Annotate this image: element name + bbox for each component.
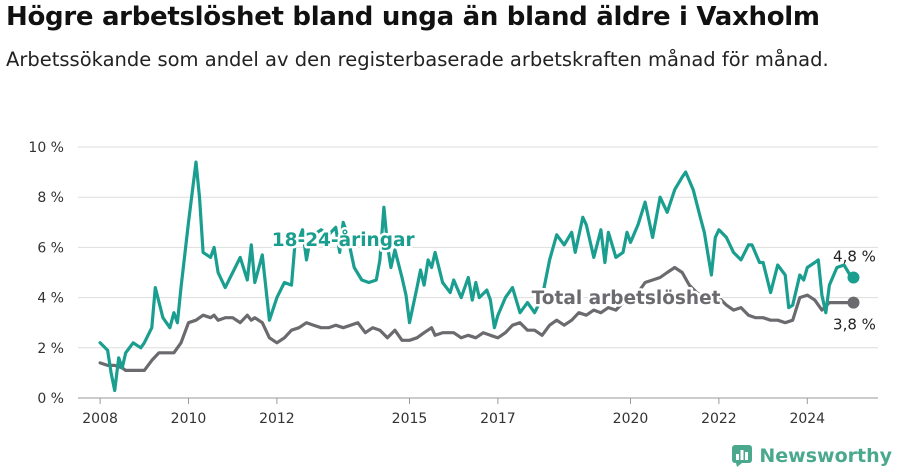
end-label-youth: 4,8 % [833,248,876,266]
end-label-total: 3,8 % [833,316,876,334]
brand-logo: Newsworthy [731,444,892,468]
series-label-total: Total arbetslöshet [532,288,721,309]
y-tick-label: 2 % [37,341,64,357]
y-tick-label: 4 % [37,291,64,307]
x-tick-label: 2022 [701,411,737,427]
series-line-total [98,265,854,372]
end-dot-total [847,296,860,309]
end-dot-youth [847,271,860,284]
x-tick-label: 2010 [171,411,207,427]
newsworthy-icon [732,445,753,467]
chart-title: Högre arbetslöshet bland unga än bland ä… [6,2,820,32]
x-tick-label: 2008 [82,411,118,427]
chart-subtitle: Arbetssökande som andel av den registerb… [6,48,829,71]
y-tick-label: 10 % [28,140,64,156]
x-tick-label: 2012 [259,411,295,427]
y-tick-label: 8 % [37,190,64,206]
y-tick-label: 6 % [37,240,64,256]
brand-name: Newsworthy [759,445,892,467]
x-tick-label: 2020 [613,411,649,427]
x-tick-label: 2024 [789,411,825,427]
series-line-youth [98,160,854,393]
y-tick-label: 0 % [37,391,64,407]
series-label-youth: 18-24-åringar [272,229,416,251]
x-tick-label: 2015 [392,411,428,427]
x-tick-label: 2017 [480,411,516,427]
